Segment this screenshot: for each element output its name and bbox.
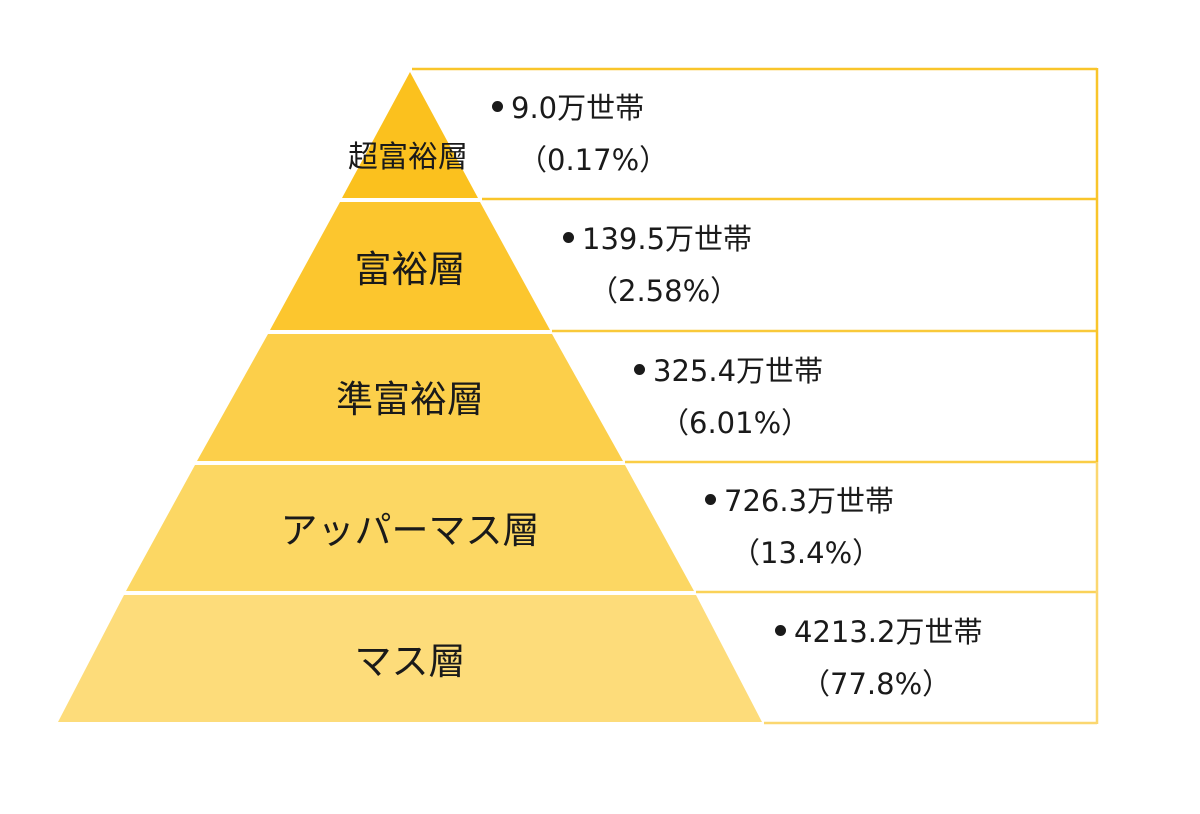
tier-1-share: （0.17%） bbox=[518, 143, 669, 177]
tier-3-shape bbox=[197, 334, 623, 461]
tier-4-households: 726.3万世帯 bbox=[724, 484, 895, 518]
tier-3-values: 325.4万世帯 （6.01%） bbox=[634, 345, 823, 449]
tier-4-share: （13.4%） bbox=[731, 536, 882, 570]
value-table-frame bbox=[412, 67, 1099, 725]
tier-2-households: 139.5万世帯 bbox=[582, 222, 753, 256]
tier-5-values: 4213.2万世帯 （77.8%） bbox=[775, 606, 982, 710]
bullet-icon bbox=[775, 624, 786, 636]
tier-3-share: （6.01%） bbox=[660, 406, 811, 440]
bullet-icon bbox=[563, 231, 574, 243]
tier-1-shape bbox=[342, 72, 478, 198]
tier-5-share: （77.8%） bbox=[801, 667, 952, 701]
tier-4-values: 726.3万世帯 （13.4%） bbox=[705, 475, 894, 579]
tier-2-share: （2.58%） bbox=[589, 274, 740, 308]
tier-5-households: 4213.2万世帯 bbox=[794, 615, 983, 649]
bullet-icon bbox=[705, 493, 716, 505]
tier-5-shape bbox=[58, 595, 762, 722]
tier-2-values: 139.5万世帯 （2.58%） bbox=[563, 213, 752, 317]
bullet-icon bbox=[492, 100, 503, 112]
tier-3-households: 325.4万世帯 bbox=[653, 354, 824, 388]
tier-1-values: 9.0万世帯 （0.17%） bbox=[492, 82, 668, 186]
tier-4-shape bbox=[126, 465, 694, 591]
tier-2-shape bbox=[270, 202, 550, 330]
tier-4-label: アッパーマス層 bbox=[280, 509, 540, 552]
tier-5-label: マス層 bbox=[354, 640, 466, 683]
tier-2-label: 富裕層 bbox=[354, 248, 466, 291]
tier-3-label: 準富裕層 bbox=[336, 378, 484, 421]
tier-1-households: 9.0万世帯 bbox=[511, 91, 645, 125]
tier-1-label: 超富裕層 bbox=[348, 140, 468, 175]
bullet-icon bbox=[634, 363, 645, 375]
